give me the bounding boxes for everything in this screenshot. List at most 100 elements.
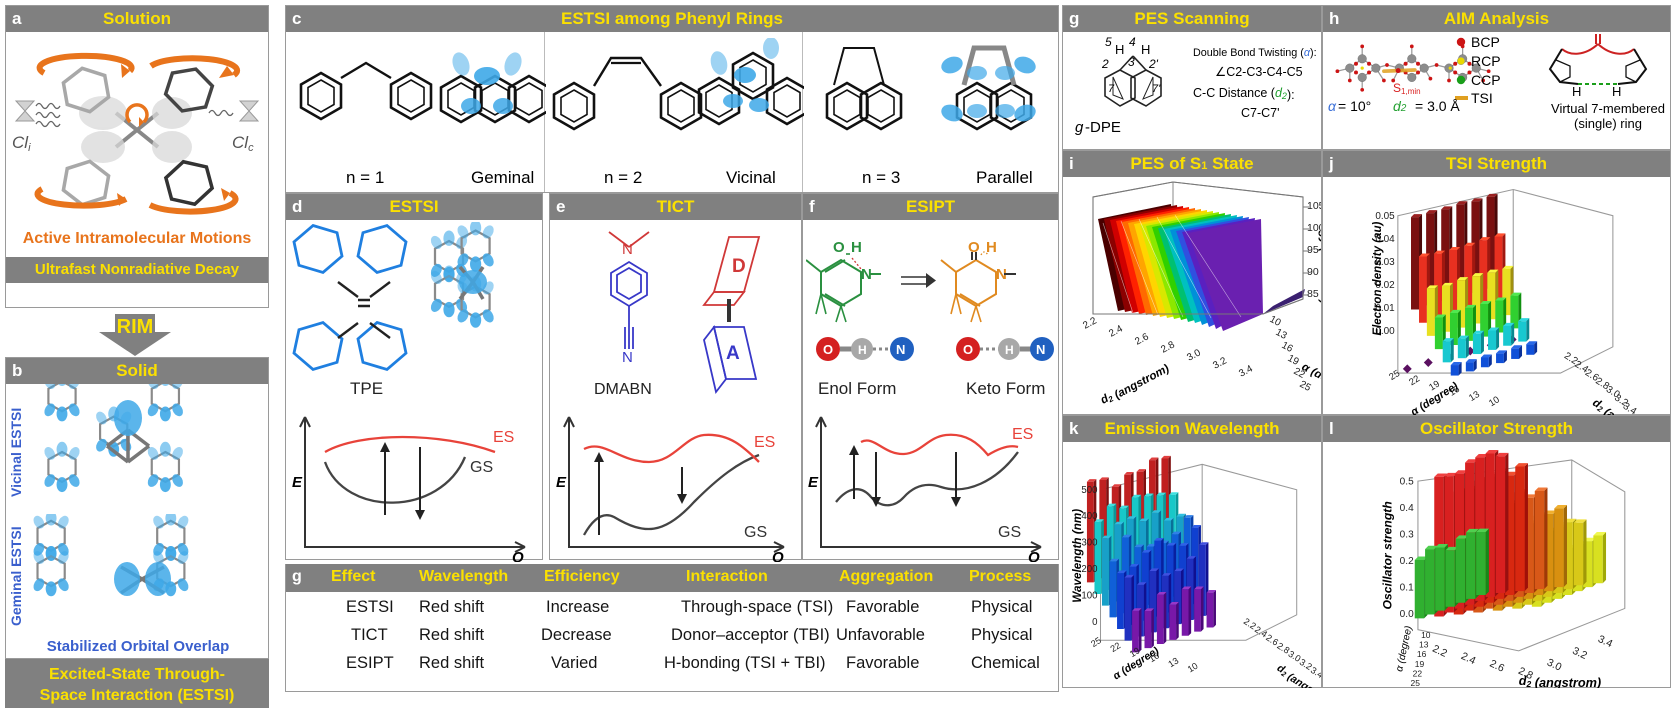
svg-text:2.2: 2.2 [1430,643,1449,660]
svg-text:0.3: 0.3 [1400,529,1414,540]
svg-text:7': 7' [1152,83,1161,95]
svg-text:90: 90 [1307,266,1319,278]
svg-text:H: H [1572,84,1581,99]
svg-text:0.4: 0.4 [1400,503,1414,514]
svg-text:d2 (angstrom): d2 (angstrom) [1519,673,1601,688]
svg-text:0.1: 0.1 [1400,582,1414,593]
svg-text:TSI: TSI [1471,90,1493,106]
svg-text:H: H [1141,42,1150,57]
svg-text:D: D [732,256,746,277]
svg-text:H: H [1612,84,1621,99]
svg-text:BCP: BCP [1471,34,1500,50]
svg-text:Keto Form: Keto Form [966,379,1045,398]
svg-text:O: O [968,239,980,256]
svg-text:C-C Distance (d2):: C-C Distance (d2): [1193,86,1295,102]
svg-text:ES: ES [754,434,775,451]
svg-text:ES: ES [493,429,514,446]
svg-text:H: H [851,239,862,256]
svg-text:13: 13 [1419,640,1429,650]
svg-text:N: N [622,349,633,366]
svg-text:3.0: 3.0 [1545,657,1564,674]
svg-text:0.05: 0.05 [1375,211,1395,222]
svg-text:19: 19 [1415,659,1425,669]
svg-text:16: 16 [1280,340,1295,355]
svg-text:10: 10 [1186,661,1200,675]
svg-text:g: g [1075,119,1084,136]
svg-text:S1,min: S1,min [1393,81,1421,96]
svg-text:22: 22 [1413,668,1423,678]
svg-text:TPE: TPE [350,379,383,398]
svg-text:500: 500 [1081,485,1097,496]
svg-text:RCP: RCP [1471,53,1501,69]
svg-text:N: N [896,342,905,357]
svg-text:2.6: 2.6 [1133,331,1151,347]
svg-text:25: 25 [1411,678,1421,688]
svg-text:13: 13 [1467,389,1482,404]
svg-text:Energy (kcal/mol): Energy (kcal/mol) [1318,204,1321,304]
svg-text:O: O [963,342,973,357]
svg-text:Cli: Cli [12,133,31,154]
svg-text:13: 13 [1274,327,1289,342]
svg-text:13: 13 [1166,656,1180,670]
svg-text:Clc: Clc [232,133,254,154]
svg-text:2.6: 2.6 [1488,658,1507,675]
svg-text:3.4: 3.4 [1596,633,1615,650]
svg-text:2.8: 2.8 [1159,339,1177,355]
svg-text:Q: Q [772,549,784,562]
svg-text:95: 95 [1307,244,1319,256]
svg-text:22: 22 [1108,640,1122,654]
svg-text:3.2: 3.2 [1211,355,1229,371]
svg-text:N: N [622,241,633,258]
svg-text:GS: GS [998,524,1021,541]
svg-text:N: N [1036,342,1045,357]
svg-text:85: 85 [1307,288,1319,300]
svg-text:2: 2 [1101,57,1109,71]
svg-text:0: 0 [1092,617,1097,628]
svg-text:16: 16 [1417,649,1427,659]
svg-text:E: E [808,474,819,491]
svg-text:Double Bond Twisting (α):: Double Bond Twisting (α): [1193,47,1317,59]
svg-text:10: 10 [1421,630,1431,640]
svg-text:19: 19 [1286,353,1301,368]
svg-text:E: E [556,474,567,491]
svg-text:2.2: 2.2 [1081,315,1099,331]
svg-text:4: 4 [1129,35,1136,49]
svg-text:2.4: 2.4 [1459,650,1478,667]
svg-text:H: H [1005,343,1014,357]
svg-text:10: 10 [1268,314,1283,329]
svg-text:d2 (angstrom): d2 (angstrom) [1099,361,1172,409]
svg-text:0.2: 0.2 [1400,556,1414,567]
svg-text:3.4: 3.4 [1237,363,1255,379]
svg-text:-DPE: -DPE [1085,119,1121,136]
svg-text:22: 22 [1407,373,1422,388]
svg-text:Q: Q [1028,549,1040,562]
svg-text:A: A [726,343,740,364]
svg-text:Q: Q [512,549,524,562]
svg-text:∠C2-C3-C4-C5: ∠C2-C3-C4-C5 [1215,65,1303,79]
svg-text:O: O [823,342,833,357]
svg-text:E: E [292,474,303,491]
svg-text:α (degree): α (degree) [1394,625,1414,673]
svg-text:25: 25 [1298,379,1313,394]
svg-text:3.2: 3.2 [1570,645,1589,662]
svg-text:Electron density (au): Electron density (au) [1372,222,1384,336]
svg-text:Wavelength (nm): Wavelength (nm) [1071,509,1084,603]
svg-text:Oscillator strength: Oscillator strength [1380,501,1394,609]
svg-text:C7-C7': C7-C7' [1241,106,1280,120]
svg-text:0.5: 0.5 [1400,476,1414,487]
svg-text:GS: GS [470,459,493,476]
svg-text:3: 3 [1128,55,1135,69]
svg-text:H: H [1115,42,1124,57]
svg-text:O: O [833,239,845,256]
svg-text:25: 25 [1387,368,1402,383]
svg-text:H: H [858,343,867,357]
svg-text:Enol Form: Enol Form [818,379,896,398]
svg-text:2': 2' [1148,57,1159,71]
svg-text:DMABN: DMABN [594,381,652,398]
svg-text:2.4: 2.4 [1107,323,1125,339]
svg-text:7: 7 [1108,83,1115,95]
svg-text:3.0: 3.0 [1185,347,1203,363]
svg-text:CCP: CCP [1471,72,1501,88]
svg-text:GS: GS [744,524,767,541]
svg-text:0.0: 0.0 [1400,609,1414,620]
